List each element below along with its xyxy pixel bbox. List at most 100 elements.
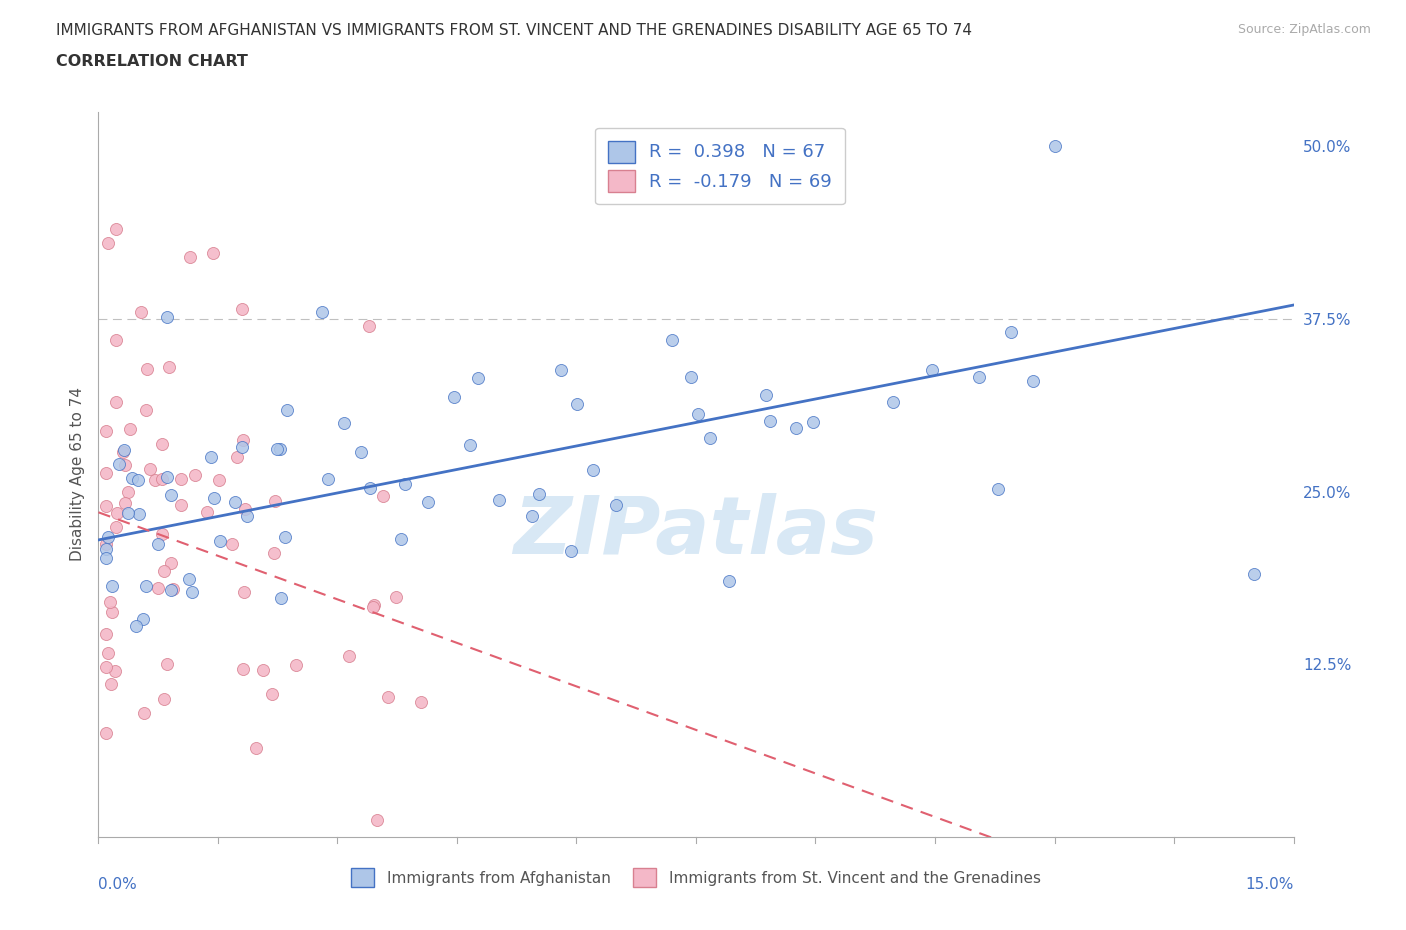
Point [159, 487, 181, 502]
Point [409, 695, 432, 710]
Point [150, 472, 173, 486]
Point [170, 472, 193, 486]
Point [245, 740, 267, 755]
Text: IMMIGRANTS FROM AFGHANISTAN VS IMMIGRANTS FROM ST. VINCENT AND THE GRENADINES DI: IMMIGRANTS FROM AFGHANISTAN VS IMMIGRANT… [56, 23, 972, 38]
Point [661, 332, 683, 347]
Point [105, 395, 128, 410]
Point [785, 421, 807, 436]
Point [269, 442, 291, 457]
Point [100, 604, 122, 619]
Point [96, 726, 118, 741]
Point [350, 445, 373, 459]
Point [153, 564, 176, 578]
Point [373, 488, 395, 503]
Point [96, 537, 118, 551]
Point [686, 406, 709, 421]
Point [337, 648, 360, 663]
Point [208, 534, 231, 549]
Point [162, 581, 184, 596]
Point [180, 584, 202, 599]
Point [127, 472, 149, 487]
Point [156, 657, 179, 671]
Point [208, 473, 231, 488]
Point [96, 542, 118, 557]
Point [363, 598, 385, 613]
Point [159, 583, 181, 598]
Point [359, 480, 381, 495]
Point [146, 580, 169, 595]
Point [274, 529, 297, 544]
Point [357, 318, 380, 333]
Point [96, 626, 118, 641]
Point [718, 574, 741, 589]
Point [1043, 139, 1066, 153]
Point [104, 221, 127, 236]
Point [105, 332, 128, 347]
Point [284, 658, 307, 672]
Point [135, 579, 157, 594]
Point [150, 437, 173, 452]
Point [97, 529, 120, 544]
Point [134, 705, 156, 720]
Point [266, 441, 288, 456]
Point [114, 89, 136, 104]
Point [97, 235, 120, 250]
Point [488, 493, 510, 508]
Point [128, 506, 150, 521]
Point [987, 482, 1010, 497]
Point [263, 494, 285, 509]
Point [96, 424, 118, 439]
Y-axis label: Disability Age 65 to 74: Disability Age 65 to 74 [69, 387, 84, 562]
Point [121, 471, 143, 485]
Point [252, 662, 274, 677]
Point [1021, 374, 1043, 389]
Point [114, 458, 136, 472]
Point [416, 495, 439, 510]
Point [232, 661, 254, 676]
Point [146, 537, 169, 551]
Point [117, 506, 139, 521]
Point [114, 496, 136, 511]
Point [152, 526, 174, 541]
Point [136, 362, 159, 377]
Point [202, 246, 225, 261]
Point [550, 363, 572, 378]
Point [921, 363, 943, 378]
Point [967, 370, 990, 385]
Point [759, 414, 782, 429]
Text: CORRELATION CHART: CORRELATION CHART [56, 54, 247, 69]
Point [394, 476, 416, 491]
Point [527, 487, 550, 502]
Point [260, 687, 283, 702]
Point [159, 360, 181, 375]
Point [98, 594, 121, 609]
Point [96, 660, 118, 675]
Point [108, 457, 131, 472]
Point [145, 472, 167, 487]
Point [233, 584, 256, 599]
Point [159, 556, 181, 571]
Point [135, 403, 157, 418]
Point [156, 470, 179, 485]
Point [104, 664, 127, 679]
Point [699, 431, 721, 445]
Point [101, 579, 124, 594]
Point [467, 370, 489, 385]
Point [231, 301, 253, 316]
Point [520, 509, 543, 524]
Point [170, 498, 193, 512]
Point [179, 249, 201, 264]
Point [231, 439, 253, 454]
Point [129, 304, 152, 319]
Point [316, 472, 339, 486]
Point [112, 445, 135, 459]
Point [184, 468, 207, 483]
Point [1000, 325, 1022, 339]
Point [156, 310, 179, 325]
Text: ZIPatlas: ZIPatlas [513, 493, 879, 571]
Point [224, 495, 246, 510]
Point [97, 646, 120, 661]
Point [882, 394, 904, 409]
Point [139, 461, 162, 476]
Point [221, 537, 243, 551]
